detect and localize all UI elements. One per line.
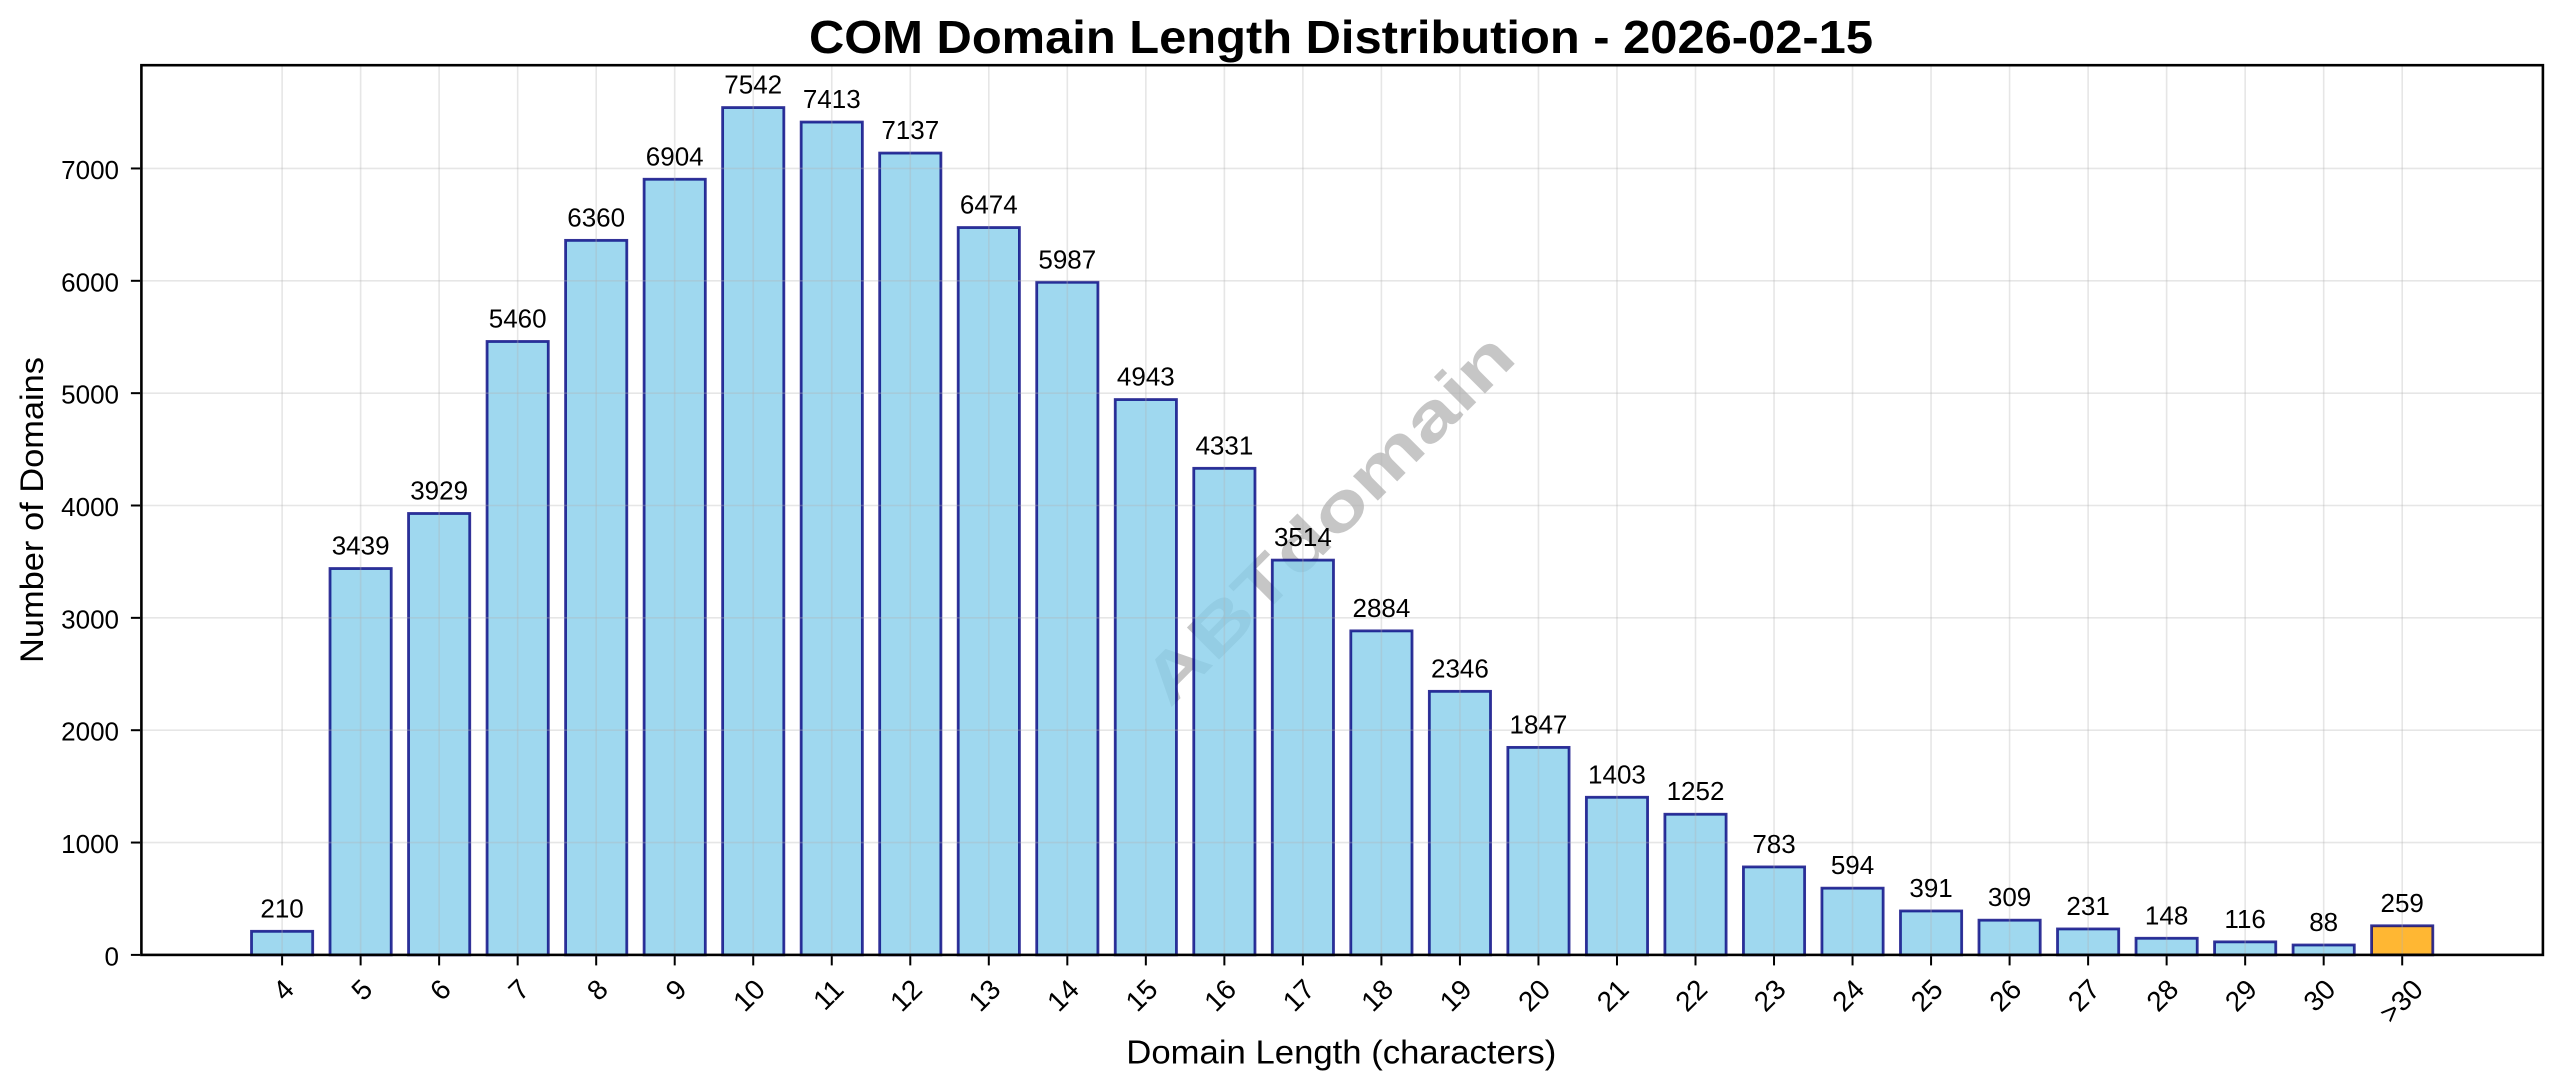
svg-text:3439: 3439: [332, 531, 390, 561]
svg-text:6474: 6474: [960, 190, 1018, 220]
svg-text:4943: 4943: [1117, 362, 1175, 392]
svg-text:Number of Domains: Number of Domains: [14, 357, 50, 663]
svg-text:4000: 4000: [61, 492, 119, 522]
svg-text:391: 391: [1909, 873, 1952, 903]
svg-text:7000: 7000: [61, 155, 119, 185]
svg-text:88: 88: [2309, 907, 2338, 937]
svg-text:0: 0: [105, 941, 119, 971]
svg-text:2000: 2000: [61, 717, 119, 747]
svg-text:231: 231: [2066, 891, 2109, 921]
svg-text:1847: 1847: [1510, 709, 1568, 739]
svg-text:6904: 6904: [646, 141, 704, 171]
svg-text:594: 594: [1831, 850, 1874, 880]
svg-text:1000: 1000: [61, 829, 119, 859]
svg-text:259: 259: [2381, 888, 2424, 918]
svg-text:7413: 7413: [803, 84, 861, 114]
svg-text:5460: 5460: [489, 303, 547, 333]
svg-text:7137: 7137: [881, 115, 939, 145]
svg-text:3514: 3514: [1274, 522, 1332, 552]
svg-text:3929: 3929: [410, 475, 468, 505]
svg-text:1403: 1403: [1588, 759, 1646, 789]
svg-text:5987: 5987: [1038, 244, 1096, 274]
svg-text:5000: 5000: [61, 380, 119, 410]
svg-text:6000: 6000: [61, 267, 119, 297]
svg-text:2346: 2346: [1431, 653, 1489, 683]
svg-text:6360: 6360: [567, 202, 625, 232]
svg-text:309: 309: [1988, 882, 2031, 912]
svg-text:148: 148: [2145, 900, 2188, 930]
svg-text:4331: 4331: [1195, 430, 1253, 460]
svg-text:210: 210: [260, 893, 303, 923]
svg-text:3000: 3000: [61, 604, 119, 634]
svg-text:Domain Length (characters): Domain Length (characters): [1126, 1034, 1556, 1071]
svg-text:1252: 1252: [1667, 776, 1725, 806]
svg-text:7542: 7542: [724, 70, 782, 100]
svg-text:116: 116: [2224, 904, 2265, 934]
svg-text:783: 783: [1752, 829, 1795, 859]
svg-text:COM Domain Length Distribution: COM Domain Length Distribution - 2026-02…: [809, 11, 1873, 63]
svg-text:2884: 2884: [1352, 593, 1410, 623]
